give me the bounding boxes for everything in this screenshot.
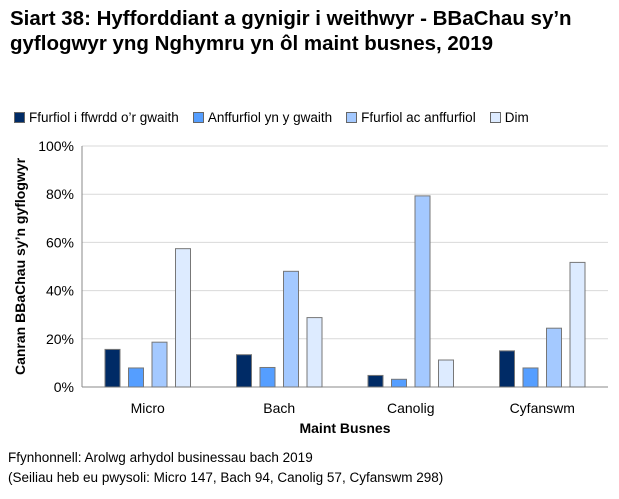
- y-tick-label: 80%: [46, 186, 74, 202]
- bar: [391, 378, 407, 388]
- bar: [104, 348, 121, 388]
- bar: [128, 367, 144, 388]
- legend-swatch: [489, 112, 501, 123]
- legend-item: Ffurfiol ac anffurfiol: [346, 110, 476, 125]
- legend-label: Anffurfiol yn y gwaith: [207, 110, 333, 125]
- bar: [367, 374, 384, 388]
- bar: [151, 341, 168, 388]
- bar: [569, 261, 586, 388]
- bar-chart: 0% 20% 40% 60% 80% 100% Micro Bach Canolig Cyfans…: [12, 138, 608, 436]
- note-text: (Seiliau heb eu pwysoli: Micro 147, Bach…: [8, 470, 444, 485]
- y-tick-label: 100%: [38, 138, 74, 154]
- x-tick-label: Canolig: [387, 400, 434, 416]
- x-tick-label: Bach: [263, 400, 295, 416]
- bar: [438, 359, 454, 388]
- legend: Ffurfiol i ffwrdd o’r gwaith Anffurfiol y…: [14, 110, 529, 125]
- y-tick-label: 0%: [54, 379, 74, 395]
- bar: [546, 327, 562, 388]
- x-tick-label: Cyfanswm: [510, 400, 575, 416]
- legend-item: Ffurfiol i ffwrdd o’r gwaith: [14, 110, 179, 125]
- y-tick-label: 60%: [46, 234, 74, 250]
- x-tick-label: Micro: [131, 400, 165, 416]
- x-axis-title: Maint Busnes: [299, 420, 390, 436]
- bar: [306, 317, 323, 388]
- y-axis-title: Canran BBaChau sy’n gyflogwyr: [12, 157, 28, 375]
- bar: [236, 354, 252, 388]
- source-text: Ffynhonnell: Arolwg arhydol businessau b…: [8, 450, 313, 465]
- legend-item: Anffurfiol yn y gwaith: [192, 110, 333, 125]
- bar: [414, 195, 431, 388]
- legend-label: Dim: [504, 110, 529, 125]
- chart-title: Siart 38: Hyfforddiant a gynigir i weith…: [10, 7, 572, 55]
- legend-label: Ffurfiol ac anffurfiol: [361, 110, 476, 125]
- legend-swatch: [346, 112, 358, 123]
- legend-label: Ffurfiol i ffwrdd o’r gwaith: [29, 110, 179, 125]
- legend-item: Dim: [489, 110, 529, 125]
- y-tick-label: 20%: [46, 331, 74, 347]
- bar: [499, 350, 515, 388]
- bar: [259, 366, 276, 388]
- bar: [522, 367, 539, 388]
- legend-swatch: [192, 112, 204, 123]
- bar: [175, 248, 191, 388]
- legend-swatch: [14, 112, 25, 123]
- y-tick-label: 40%: [46, 283, 74, 299]
- bar: [283, 270, 299, 388]
